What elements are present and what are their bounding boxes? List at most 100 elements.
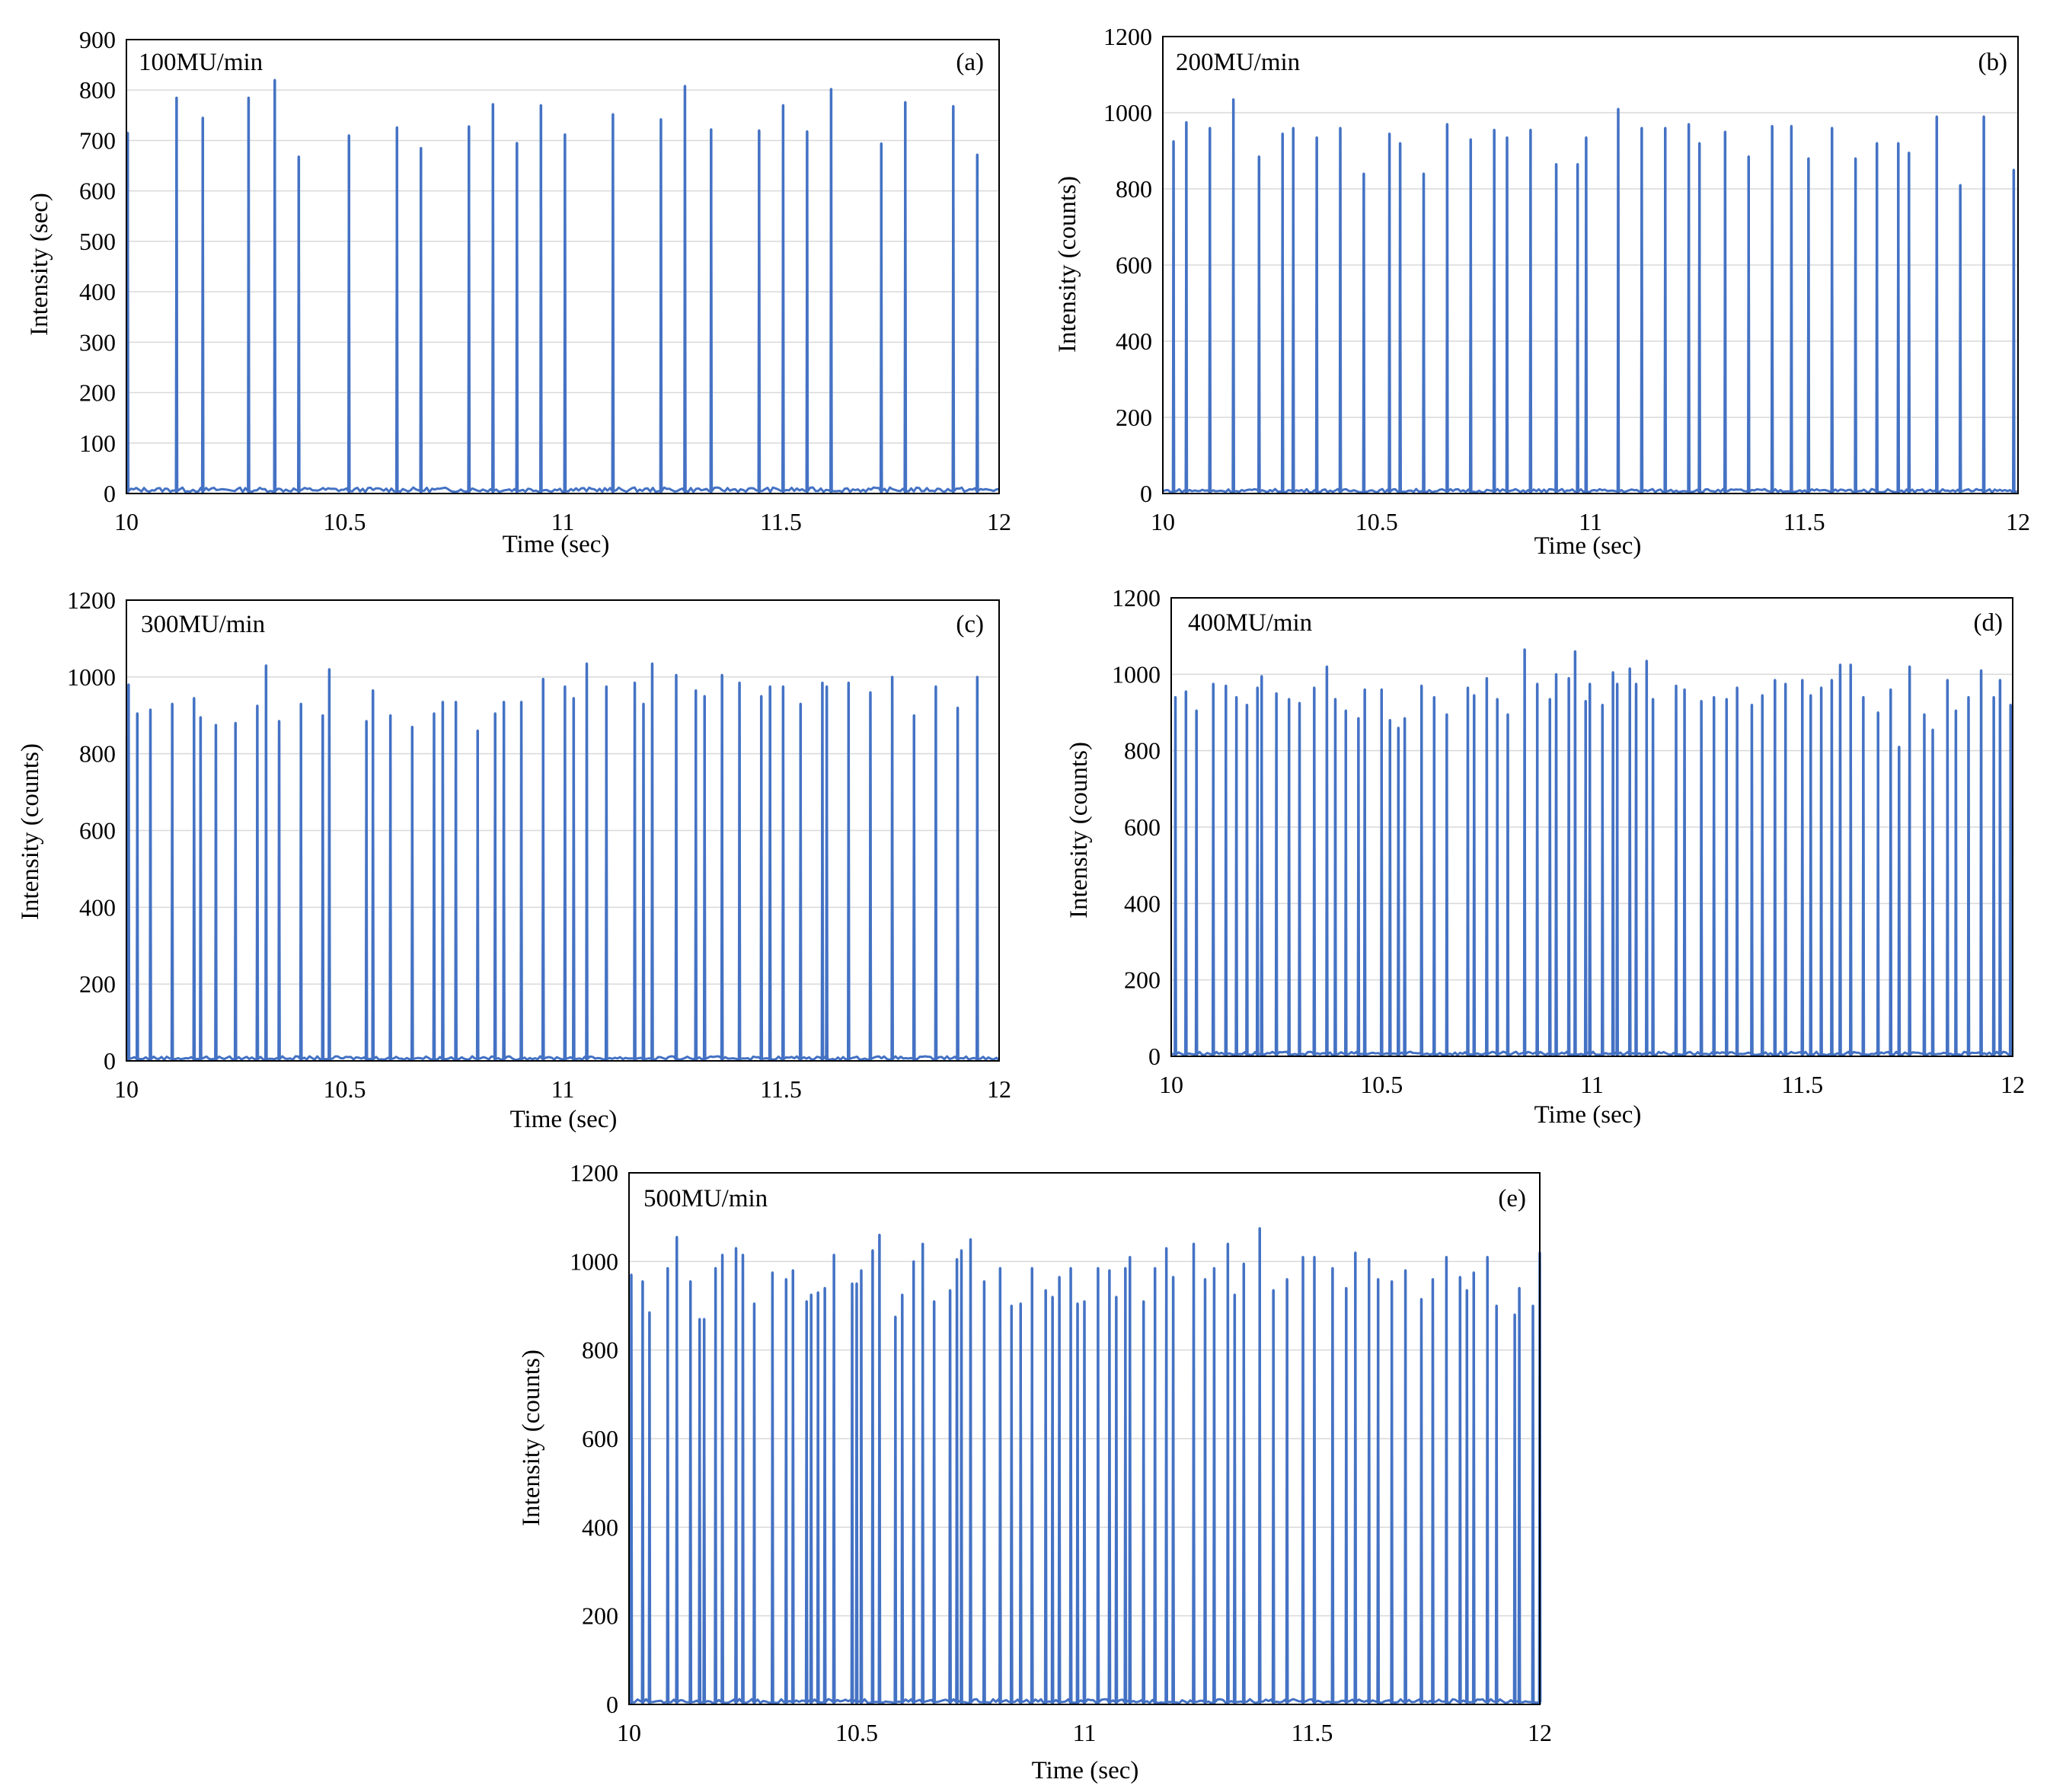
panel-a-xtick-label: 10 [114, 508, 139, 535]
panel-b-ylabel: Intensity (counts) [1054, 176, 1081, 353]
panel-c-ylabel: Intensity (counts) [17, 743, 44, 920]
panel-e-ytick-label: 600 [582, 1425, 618, 1452]
panel-e-dose-rate-label: 500MU/min [643, 1185, 768, 1212]
panel-e-plot-area: 0 200 400 600 800 1000 1200 10 10.5 11 11.5 12 [570, 1159, 1552, 1746]
panel-d-chart: 0 200 400 600 800 1000 1200 10 10.5 11 11.5 12 400M… [1065, 584, 2025, 1129]
panel-b-ytick-label: 1200 [1103, 23, 1152, 50]
panel-a-plot-area: 0 100 200 300 400 500 600 700 800 900 10 10.5 11 11.5… [79, 26, 1011, 535]
panel-b-plot-area: 0 200 400 600 800 1000 1200 10 10.5 11 11.5 12 [1103, 23, 2030, 535]
panel-e-xtick-label: 10.5 [835, 1719, 878, 1746]
panel-c-ytick-label: 200 [79, 970, 116, 998]
panel-d-ytick-label: 600 [1124, 813, 1161, 841]
panel-a-ytick-label: 0 [104, 480, 116, 507]
panel-c-frame [126, 599, 1000, 1062]
panel-d-xtick-label: 10 [1159, 1071, 1183, 1098]
panel-b-ytick-label: 0 [1140, 480, 1152, 507]
panel-a-dose-rate-label: 100MU/min [139, 49, 263, 76]
panel-b-xlabel: Time (sec) [1534, 532, 1642, 560]
panel-a-xtick-label: 10.5 [324, 508, 366, 535]
panel-b-xtick-label: 11 [1579, 508, 1602, 535]
panel-e-ytick-label: 200 [582, 1602, 618, 1630]
panel-d-ytick-label: 0 [1148, 1043, 1161, 1070]
panel-a-ytick-label: 300 [79, 328, 116, 356]
panel-c-plot-area: 0 200 400 600 800 1000 1200 10 10.5 11 11.5 12 [67, 586, 1011, 1103]
panel-a-ytick-label: 100 [79, 430, 116, 457]
panel-e-ytick-label: 1000 [570, 1247, 618, 1275]
panel-e-ytick-label: 400 [582, 1513, 618, 1541]
panel-e-xtick-label: 12 [1528, 1719, 1552, 1746]
panel-b-xtick-label: 10 [1151, 508, 1175, 535]
panel-e-xtick-label: 11.5 [1292, 1719, 1333, 1746]
panel-c-xtick-label: 12 [987, 1075, 1011, 1103]
panel-b-dose-rate-label: 200MU/min [1176, 49, 1300, 76]
panel-d-ytick-label: 1000 [1112, 660, 1161, 688]
panel-d-letter: (d) [1974, 609, 2003, 637]
panel-a-ytick-label: 500 [79, 228, 116, 255]
panel-d-ytick-label: 200 [1124, 966, 1161, 994]
panel-e-frame [628, 1172, 1541, 1705]
panel-d-xtick-label: 11.5 [1781, 1071, 1823, 1098]
panel-a-ylabel: Intensity (sec) [26, 193, 53, 336]
panel-a-frame [126, 39, 1000, 494]
panel-c-ytick-label: 600 [79, 817, 116, 845]
panel-c-ytick-label: 1200 [67, 586, 116, 614]
panel-b-ytick-label: 1000 [1103, 99, 1152, 126]
panel-b-ytick-label: 600 [1116, 251, 1152, 279]
panel-a-ytick-label: 600 [79, 177, 116, 205]
panel-d-ylabel: Intensity (counts) [1065, 742, 1093, 918]
panel-a-xlabel: Time (sec) [503, 531, 610, 558]
panel-e-xtick-label: 11 [1073, 1719, 1097, 1746]
panel-e-ylabel: Intensity (counts) [518, 1350, 545, 1526]
panel-b-ytick-label: 400 [1116, 327, 1152, 355]
panel-d-frame [1170, 597, 2013, 1057]
panel-a-ytick-label: 900 [79, 26, 116, 53]
panel-c-xlabel: Time (sec) [510, 1106, 618, 1133]
panel-b-ytick-label: 800 [1116, 175, 1152, 203]
panel-b-xtick-label: 11.5 [1783, 508, 1825, 535]
panel-a-series-line [126, 78, 1000, 494]
panel-e-ytick-label: 0 [606, 1691, 618, 1718]
panel-d-ytick-label: 1200 [1112, 584, 1161, 612]
panel-b-xtick-label: 12 [2006, 508, 2030, 535]
panel-a-chart: 0 100 200 300 400 500 600 700 800 900 10 10.5 11 11.5… [26, 26, 1011, 558]
panel-d-xtick-label: 12 [2001, 1071, 2025, 1098]
panel-c-ytick-label: 400 [79, 893, 116, 921]
panel-d-ytick-label: 800 [1124, 737, 1161, 765]
panel-b-ytick-label: 200 [1116, 404, 1152, 431]
panel-a-letter: (a) [956, 49, 984, 76]
panel-a-xtick-label: 11 [551, 508, 575, 535]
panel-d-plot-area: 0 200 400 600 800 1000 1200 10 10.5 11 11.5 12 [1112, 584, 2025, 1098]
panel-e-letter: (e) [1498, 1185, 1526, 1212]
panel-e-xlabel: Time (sec) [1032, 1757, 1139, 1784]
panel-d-xtick-label: 10.5 [1360, 1071, 1403, 1098]
panel-c-xtick-label: 10.5 [324, 1075, 366, 1103]
panel-a-ytick-label: 400 [79, 278, 116, 305]
panel-e-xtick-label: 10 [617, 1719, 641, 1746]
panel-b-letter: (b) [1978, 49, 2007, 76]
panel-a-ytick-label: 700 [79, 126, 116, 154]
panel-d-xlabel: Time (sec) [1534, 1101, 1642, 1129]
panel-a-xtick-label: 12 [987, 508, 1011, 535]
panel-d-xtick-label: 11 [1580, 1071, 1604, 1098]
panel-c-letter: (c) [956, 611, 984, 638]
panel-c-ytick-label: 0 [104, 1047, 116, 1075]
panel-c-dose-rate-label: 300MU/min [141, 611, 265, 638]
panel-e-ytick-label: 800 [582, 1337, 618, 1364]
panel-c-xtick-label: 11 [551, 1075, 575, 1103]
panel-a-xtick-label: 11.5 [760, 508, 802, 535]
panel-b-frame [1162, 36, 2019, 494]
panel-a-ytick-label: 200 [79, 379, 116, 407]
panel-d-dose-rate-label: 400MU/min [1188, 609, 1312, 637]
panel-e-chart: 0 200 400 600 800 1000 1200 10 10.5 11 11.5 12 500M… [518, 1159, 1552, 1784]
panel-c-ytick-label: 1000 [67, 663, 116, 691]
panel-c-xtick-label: 10 [114, 1075, 139, 1103]
panel-a-ytick-label: 800 [79, 76, 116, 104]
panel-c-ytick-label: 800 [79, 740, 116, 768]
panel-b-xtick-label: 10.5 [1355, 508, 1398, 535]
panel-d-ytick-label: 400 [1124, 890, 1161, 917]
panel-e-ytick-label: 1200 [570, 1159, 618, 1187]
panel-c-chart: 0 200 400 600 800 1000 1200 10 10.5 11 11.5 12 300M… [17, 586, 1011, 1133]
panel-c-xtick-label: 11.5 [760, 1075, 802, 1103]
panel-b-chart: 0 200 400 600 800 1000 1200 10 10.5 11 11.5 12 200M… [1054, 23, 2030, 560]
